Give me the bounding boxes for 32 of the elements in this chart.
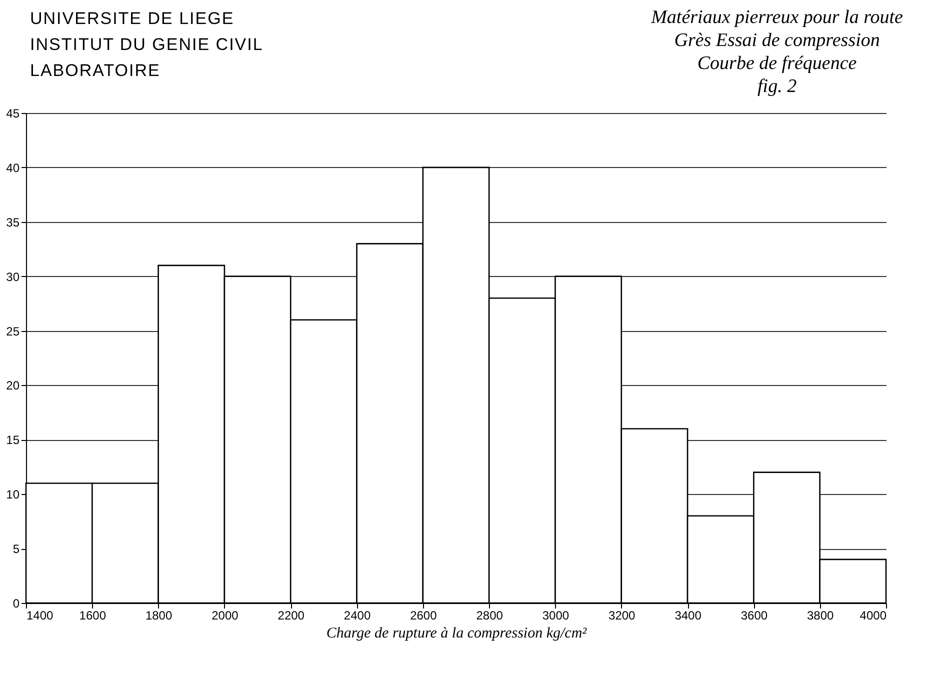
y-tick-label: 25 — [6, 324, 20, 338]
y-tick-label: 30 — [6, 270, 20, 284]
y-tick-label: 5 — [12, 542, 20, 556]
y-tick-label: 40 — [6, 160, 20, 175]
x-tick-label: 2800 — [476, 608, 504, 622]
y-tick-label: 0 — [12, 596, 20, 610]
text: INSTITUT DU GENIE CIVIL — [30, 34, 264, 56]
y-tick-label: 20 — [6, 378, 20, 393]
x-tick-label: 3200 — [608, 608, 636, 622]
x-tick-label: 4000 — [860, 608, 887, 622]
x-tick-label: 2600 — [410, 608, 438, 622]
x-tick-label: 3800 — [806, 608, 834, 622]
x-tick-label: 2200 — [278, 608, 305, 622]
x-tick-label: 2400 — [344, 608, 371, 622]
chart-title: Matériaux pierreux pour la route — [651, 6, 903, 29]
chart-subtitle: Grès Essai de compression — [673, 29, 881, 52]
y-tick-label: 10 — [6, 488, 20, 502]
x-tick-label: 3600 — [740, 608, 768, 622]
x-tick-label: 2000 — [212, 608, 239, 622]
x-tick-label: 3000 — [542, 608, 570, 622]
text: Courbe de fréquence — [696, 52, 858, 75]
x-axis-title: Charge de rupture à la compression kg/cm² — [326, 626, 588, 642]
y-tick-label: 45 — [6, 106, 20, 120]
y-tick-label: 15 — [6, 433, 20, 448]
caption: fig. 2 — [756, 75, 798, 98]
x-tick-label: 1400 — [26, 608, 54, 622]
text: LABORATOIRE — [30, 60, 162, 82]
x-tick-label: 3400 — [674, 608, 702, 622]
x-tick-label: 1800 — [145, 608, 172, 622]
x-tick-label: 1600 — [79, 608, 106, 622]
text: UNIVERSITE DE LIEGE — [30, 8, 236, 30]
y-tick-label: 35 — [6, 215, 20, 230]
